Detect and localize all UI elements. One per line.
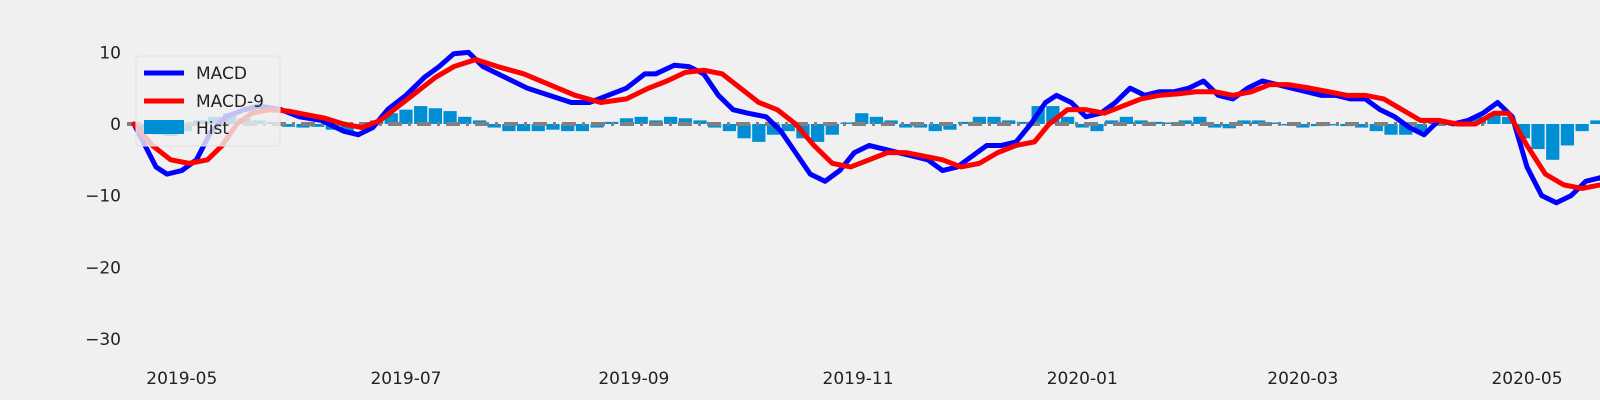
hist-bar	[752, 123, 766, 142]
series-line-macd-9	[131, 56, 1600, 191]
hist-bar	[487, 123, 501, 128]
hist-bar	[516, 123, 531, 132]
hist-bar	[531, 123, 545, 132]
hist-bar	[1119, 116, 1133, 124]
hist-bar	[384, 113, 398, 124]
hist-bar	[678, 118, 692, 124]
hist-bar	[1060, 116, 1075, 124]
hist-bar	[428, 108, 442, 124]
hist-bar	[634, 116, 648, 124]
hist-bar	[972, 116, 986, 124]
hist-bar	[766, 123, 781, 135]
hist-bar	[1237, 120, 1251, 124]
x-tick-label: 2019-05	[146, 369, 217, 389]
hist-bar	[281, 123, 295, 127]
hist-bar	[443, 111, 457, 124]
hist-bar	[1413, 123, 1428, 132]
x-tick-label: 2020-05	[1491, 369, 1562, 389]
y-tick-label: −30	[85, 330, 121, 350]
hist-bar	[1560, 123, 1575, 146]
hist-bar	[1222, 123, 1236, 129]
legend-label-macd-9: MACD-9	[196, 92, 264, 112]
hist-bar	[737, 123, 751, 139]
hist-bar	[928, 123, 942, 132]
y-tick-label: −10	[85, 187, 121, 207]
hist-bar	[958, 121, 972, 124]
hist-bar	[311, 123, 325, 127]
legend-swatch-hist	[144, 120, 184, 134]
hist-bar	[840, 122, 854, 124]
hist-bar	[619, 118, 634, 124]
x-tick-label: 2020-01	[1047, 369, 1118, 389]
x-tick-label: 2019-09	[598, 369, 669, 389]
hist-bar	[1502, 116, 1516, 124]
hist-bar	[575, 123, 590, 132]
hist-bar	[1325, 123, 1339, 126]
x-tick-label: 2020-03	[1267, 369, 1338, 389]
x-axis-ticks: 2019-05 2019-07 2019-09 2019-11 2020-01 2020-…	[146, 369, 1562, 389]
hist-bar	[1575, 123, 1589, 132]
legend-label-macd: MACD	[196, 64, 247, 84]
y-tick-label: 0	[110, 115, 121, 135]
x-tick-label: 2019-11	[823, 369, 894, 389]
hist-bar	[1193, 116, 1207, 124]
hist-bar	[825, 123, 839, 135]
legend: MACD MACD-9 Hist	[135, 55, 281, 147]
series-line-macd	[131, 49, 1600, 206]
hist-bar	[663, 116, 678, 124]
legend-label-hist: Hist	[196, 119, 229, 139]
hist-bar	[1487, 113, 1501, 124]
hist-bar	[811, 123, 825, 142]
hist-bar	[1546, 123, 1560, 160]
hist-bar	[987, 116, 1001, 124]
hist-bar	[414, 106, 428, 124]
hist-bar	[869, 116, 884, 124]
hist-bar	[1105, 120, 1119, 124]
y-tick-label: −20	[85, 258, 121, 278]
hist-bar	[1590, 120, 1600, 124]
hist-bar	[1384, 123, 1398, 135]
hist-bar	[399, 109, 413, 124]
hist-bar	[722, 123, 737, 132]
hist-bar	[546, 123, 560, 130]
hist-bar	[502, 123, 516, 132]
hist-bar	[1178, 120, 1192, 124]
hist-bar	[1354, 123, 1369, 128]
hist-bar	[1207, 123, 1222, 128]
series-lines	[131, 49, 1600, 206]
hist-bar	[1399, 123, 1413, 135]
hist-bar	[340, 123, 354, 132]
y-tick-label: 10	[99, 43, 121, 63]
hist-bar	[1369, 123, 1383, 132]
hist-bar	[561, 123, 575, 132]
hist-bar	[1016, 121, 1031, 124]
hist-bar	[781, 123, 795, 132]
hist-bar	[1296, 123, 1310, 128]
hist-bar	[1531, 123, 1545, 150]
hist-bar	[1090, 123, 1104, 132]
hist-bar	[1134, 120, 1148, 124]
hist-bar	[1075, 123, 1089, 128]
hist-bar	[899, 123, 913, 128]
x-tick-label: 2019-07	[370, 369, 441, 389]
hist-bar	[1163, 122, 1178, 124]
y-axis-ticks: 10 0 −10 −20 −30	[85, 43, 121, 350]
hist-bar	[458, 116, 472, 124]
hist-bar	[855, 113, 869, 124]
hist-bar	[943, 123, 957, 130]
hist-bar	[1266, 122, 1280, 124]
